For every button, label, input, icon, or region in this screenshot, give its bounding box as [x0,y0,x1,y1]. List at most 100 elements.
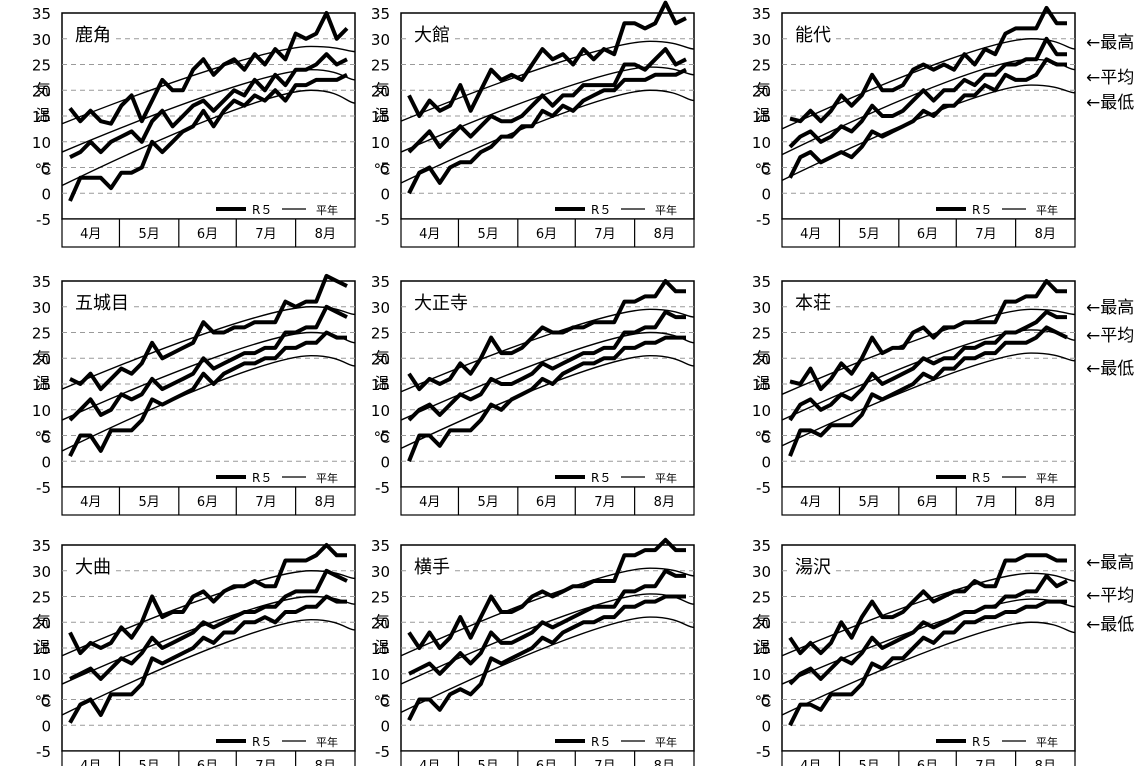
y-tick-label: 35 [32,537,51,555]
y-tick-label: 5 [761,428,771,446]
y-axis-label-char2: 温 [755,638,770,656]
y-tick-label: 25 [32,325,51,343]
normal-max-line [400,308,695,393]
y-axis-unit: ℃ [35,693,52,711]
legend-normal-label: 平年 [655,203,677,217]
x-tick-label: 8月 [654,759,675,766]
x-tick-label: 7月 [255,759,276,766]
y-tick-label: 0 [380,453,390,471]
x-tick-label: 8月 [654,495,675,510]
title-backdrop [409,19,455,47]
month-band [400,486,695,516]
y-tick-label: -5 [375,211,390,229]
month-band [781,750,1076,766]
y-tick-label: 15 [371,376,390,394]
x-tick-label: 4月 [800,495,821,510]
normal-mean-line [61,331,356,421]
y-tick-label: 10 [32,134,51,152]
chart-panel-4: 35 30 25 20 15 10 5 0 -5 気温 ℃ 4月 5月 6月 7月 8月 五城目 R５ 平年 [32,273,356,516]
observed-mean-line [788,36,1067,149]
x-tick-label: 6月 [536,759,557,766]
x-tick-label: 6月 [917,227,938,242]
month-band [781,218,1076,248]
y-tick-label: 35 [32,273,51,291]
y-tick-label: 20 [752,614,771,632]
observed-min-line [407,594,686,721]
x-tick-label: 5月 [858,495,879,510]
observed-max-line [407,0,687,118]
legend-observed-label: R５ [972,203,992,217]
row3-label-mean: ←平均 [1086,586,1135,606]
normal-max-line [781,308,1076,395]
y-tick-label: 0 [41,717,51,735]
normal-min-line [400,354,695,450]
y-tick-label: 5 [380,692,390,710]
x-tick-label: 5月 [477,759,498,766]
y-tick-label: 30 [752,563,771,581]
y-tick-label: -5 [756,479,771,497]
x-tick-label: 4月 [80,759,101,766]
y-tick-label: 20 [371,82,390,100]
y-tick-label: 15 [32,640,51,658]
x-tick-label: 6月 [917,495,938,510]
legend-backdrop [212,731,352,749]
title-backdrop [409,551,455,579]
legend-normal-label: 平年 [655,471,677,485]
normal-mean-line [400,331,695,421]
observed-min-line [788,599,1067,727]
y-tick-label: 25 [371,325,390,343]
month-band [781,486,1076,516]
y-tick-label: 15 [371,108,390,126]
y-tick-label: 5 [41,692,51,710]
y-tick-label: 0 [761,185,771,203]
y-axis-unit: ℃ [374,161,391,179]
y-tick-label: 15 [371,640,390,658]
normal-min-line [61,89,356,187]
legend-backdrop [932,731,1072,749]
observed-max-line [788,553,1067,656]
y-tick-label: 25 [752,325,771,343]
y-axis-unit: ℃ [35,429,52,447]
x-tick-label: 7月 [594,227,615,242]
legend-observed-label: R５ [252,471,272,485]
normal-mean-line [61,595,356,685]
chart-panel-6: 35 30 25 20 15 10 5 0 -5 気温 ℃ 4月 5月 6月 7月 8月 本荘 R５ 平年 [752,273,1076,516]
x-tick-label: 5月 [858,227,879,242]
y-tick-label: 5 [380,160,390,178]
x-tick-label: 8月 [315,227,336,242]
x-tick-label: 7月 [255,227,276,242]
normal-min-line [61,354,356,452]
x-tick-label: 5月 [477,227,498,242]
y-tick-label: 25 [32,589,51,607]
y-axis-label-char1: 気 [35,612,50,630]
y-tick-label: 15 [32,376,51,394]
x-tick-label: 4月 [419,495,440,510]
row1-label-mean: ←平均 [1086,68,1135,88]
legend-backdrop [932,467,1072,485]
legend-normal-label: 平年 [1036,203,1058,217]
y-tick-label: 0 [41,453,51,471]
chart-panel-9: 35 30 25 20 15 10 5 0 -5 気温 ℃ 4月 5月 6月 7月 8月 湯沢 R５ 平年 [752,537,1076,766]
y-tick-label: 25 [752,57,771,75]
y-tick-label: 20 [32,82,51,100]
chart-panel-8: 35 30 25 20 15 10 5 0 -5 気温 ℃ 4月 5月 6月 7月 8月 横手 R５ 平年 [371,537,695,766]
x-tick-label: 7月 [594,495,615,510]
y-tick-label: 10 [752,666,771,684]
normal-mean-line [781,598,1076,685]
observed-max-line [68,11,349,126]
y-tick-label: 10 [32,402,51,420]
y-tick-label: 20 [32,350,51,368]
y-tick-label: 15 [752,108,771,126]
y-tick-label: -5 [36,743,51,761]
x-tick-label: 5月 [138,495,159,510]
y-tick-label: 0 [761,453,771,471]
chart-panel-7: 35 30 25 20 15 10 5 0 -5 気温 ℃ 4月 5月 6月 7月 8月 大曲 R５ 平年 [32,537,356,766]
y-axis-label-char2: 温 [35,374,50,392]
legend-normal-label: 平年 [316,471,338,485]
row2-label-mean: ←平均 [1086,326,1135,346]
title-backdrop [790,19,836,47]
legend-normal-label: 平年 [1036,735,1058,749]
y-tick-label: 25 [371,589,390,607]
normal-max-line [781,572,1076,657]
